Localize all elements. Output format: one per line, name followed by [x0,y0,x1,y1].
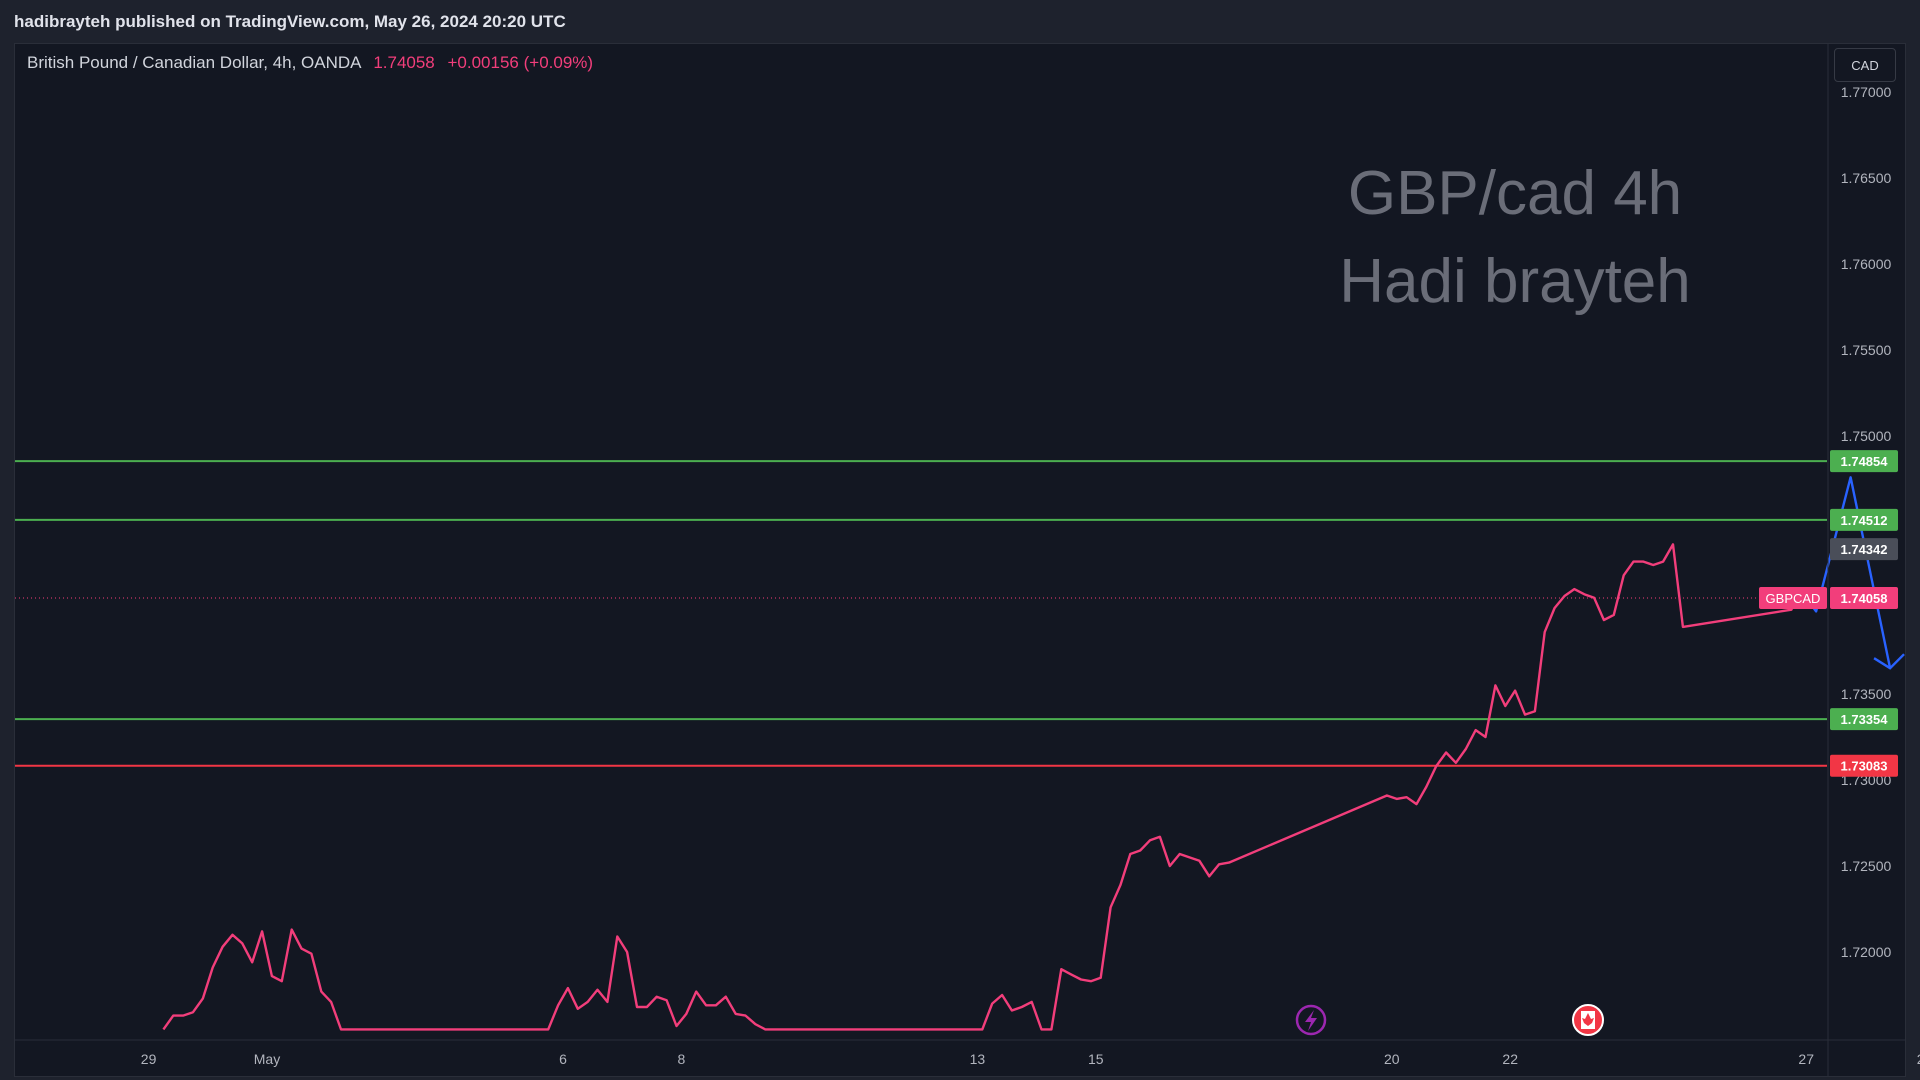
price-axis-tick-label: 1.77000 [1841,84,1892,100]
support-price-label-bg [1830,450,1898,473]
support-price-label: 1.74512 [1841,513,1888,528]
support-price-label: 1.73354 [1841,712,1889,727]
price-axis-tick-label: 1.75500 [1841,342,1892,358]
symbol-legend[interactable]: British Pound / Canadian Dollar, 4h, OAN… [27,53,593,73]
projection-arrowhead [1873,653,1905,670]
resistance-price-label: 1.73083 [1841,759,1888,774]
drawing-price-label: 1.74342 [1841,542,1888,557]
last-price-label: 1.74058 [1841,591,1888,606]
time-axis-tick-label: 29 [1917,1051,1920,1067]
price-axis-tick-label: 1.76500 [1841,170,1892,186]
published-by-text: hadibrayteh published on TradingView.com… [14,12,566,31]
time-axis-tick-label: 22 [1502,1051,1518,1067]
price-axis-tick-label: 1.72000 [1841,944,1892,960]
time-axis-tick-label: 15 [1088,1051,1104,1067]
ticker-label: GBPCAD [1766,591,1821,606]
time-axis-tick-label: May [254,1051,280,1067]
projection-path[interactable] [1805,476,1892,669]
time-axis-tick-label: 6 [559,1051,567,1067]
chart-text-annotation[interactable]: GBP/cad 4h Hadi brayteh [1290,150,1740,326]
ticker-label-bg [1759,587,1827,610]
support-price-label: 1.74854 [1841,454,1889,469]
price-series-line[interactable] [162,543,1798,1031]
drawing-price-label-bg [1830,538,1898,561]
price-axis-tick-label: 1.73500 [1841,686,1892,702]
support-price-label-bg [1830,508,1898,531]
last-price-label-bg [1830,587,1898,610]
symbol-price-change: +0.00156 (+0.09%) [447,53,594,72]
price-axis-tick-label: 1.75000 [1841,428,1892,444]
time-axis-tick-label: 29 [141,1051,157,1067]
support-price-label-bg [1830,708,1898,731]
time-axis-tick-label: 8 [678,1051,686,1067]
time-axis-tick-label: 13 [970,1051,986,1067]
canada-flag-event-icon[interactable] [1572,1004,1604,1036]
time-axis-tick-label: 27 [1798,1051,1814,1067]
symbol-title: British Pound / Canadian Dollar, 4h, OAN… [27,53,361,72]
resistance-price-label-bg [1830,754,1898,777]
price-axis-tick-label: 1.76000 [1841,256,1892,272]
currency-button[interactable]: CAD [1834,48,1896,82]
price-axis-tick-label: 1.72500 [1841,858,1892,874]
time-axis-tick-label: 20 [1384,1051,1400,1067]
symbol-last-price: 1.74058 [373,53,435,72]
annotation-line-1: GBP/cad 4h [1347,159,1683,228]
chart-frame[interactable] [14,43,1906,1077]
publish-header: hadibrayteh published on TradingView.com… [0,0,1920,43]
annotation-line-2: Hadi brayteh [1339,247,1691,316]
lightning-event-icon[interactable] [1295,1004,1327,1036]
